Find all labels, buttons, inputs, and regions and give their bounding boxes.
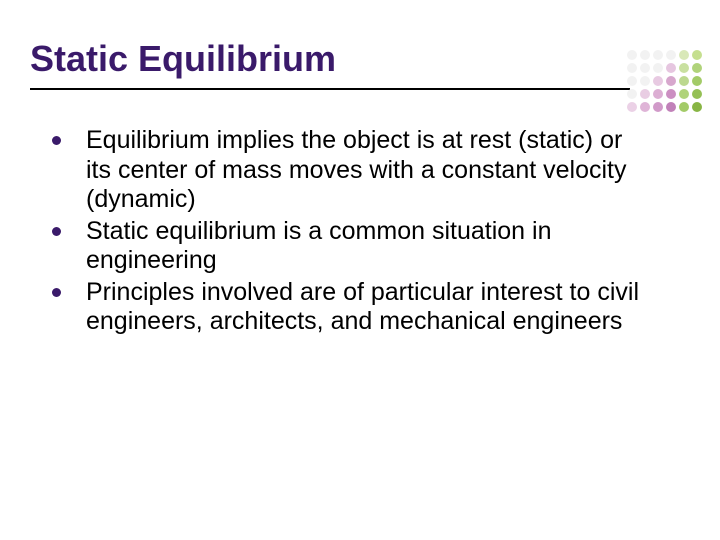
decorative-dot	[679, 63, 689, 73]
decorative-dot	[653, 89, 663, 99]
content-area: Equilibrium implies the object is at res…	[30, 126, 690, 337]
decorative-dot	[692, 50, 702, 60]
decorative-dot-grid	[627, 50, 702, 112]
bullet-item: Principles involved are of particular in…	[52, 278, 650, 337]
decorative-dot	[627, 89, 637, 99]
decorative-dot	[627, 50, 637, 60]
decorative-dot	[627, 63, 637, 73]
decorative-dot	[692, 89, 702, 99]
decorative-dot	[640, 50, 650, 60]
slide: Static Equilibrium Equilibrium implies t…	[0, 0, 720, 540]
decorative-dot	[692, 76, 702, 86]
slide-title: Static Equilibrium	[30, 38, 650, 80]
bullet-item: Equilibrium implies the object is at res…	[52, 126, 650, 215]
title-region: Static Equilibrium	[30, 38, 650, 90]
decorative-dot	[692, 63, 702, 73]
decorative-dot	[653, 63, 663, 73]
decorative-dot	[692, 102, 702, 112]
decorative-dot	[653, 102, 663, 112]
decorative-dot	[640, 63, 650, 73]
decorative-dot	[627, 76, 637, 86]
decorative-dot	[627, 102, 637, 112]
bullet-list: Equilibrium implies the object is at res…	[52, 126, 650, 337]
decorative-dot	[640, 89, 650, 99]
decorative-dot	[679, 76, 689, 86]
decorative-dot	[653, 76, 663, 86]
decorative-dot	[666, 76, 676, 86]
decorative-dot	[640, 76, 650, 86]
bullet-item: Static equilibrium is a common situation…	[52, 217, 650, 276]
decorative-dot	[679, 89, 689, 99]
decorative-dot	[666, 63, 676, 73]
decorative-dot	[640, 102, 650, 112]
title-underline	[30, 88, 630, 90]
decorative-dot	[679, 102, 689, 112]
decorative-dot	[666, 102, 676, 112]
decorative-dot	[666, 89, 676, 99]
decorative-dot	[679, 50, 689, 60]
decorative-dot	[666, 50, 676, 60]
decorative-dot	[653, 50, 663, 60]
